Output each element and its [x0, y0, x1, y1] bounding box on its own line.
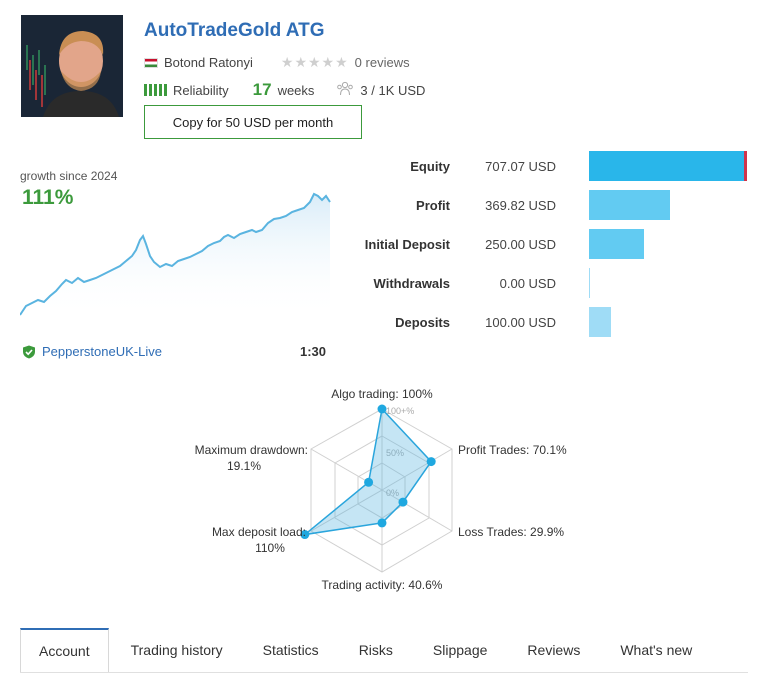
growth-chart[interactable] — [20, 188, 332, 318]
growth-area — [20, 194, 330, 318]
author-name[interactable]: Botond Ratonyi — [164, 55, 253, 70]
tab-reviews[interactable]: Reviews — [509, 628, 598, 672]
stat-value-profit: 369.82 USD — [446, 198, 556, 213]
reliability-row: Reliability 17 weeks 3 / 1K USD — [144, 80, 425, 100]
strategy-title[interactable]: AutoTradeGold ATG — [144, 20, 325, 42]
verified-shield-icon — [22, 345, 36, 359]
stat-label-equity: Equity — [300, 159, 450, 174]
rating-stars-icon: ★★★★★ — [281, 54, 349, 71]
reliability-bars-icon — [144, 84, 167, 96]
radar-point-0 — [378, 405, 387, 414]
tab-account[interactable]: Account — [20, 628, 109, 672]
tab-trading-history[interactable]: Trading history — [113, 628, 241, 672]
radar-point-5 — [364, 478, 373, 487]
stat-label-deposits: Deposits — [300, 315, 450, 330]
tab-bar: Account Trading history Statistics Risks… — [20, 628, 748, 673]
radar-chart: 100+% 50% 0% Algo trading: 100% Profit T… — [170, 380, 590, 600]
subscribers-value: 3 / 1K USD — [360, 83, 425, 98]
stat-bar-deposits — [589, 307, 611, 337]
radar-label-profit-trades: Profit Trades: 70.1% — [458, 443, 567, 457]
stat-label-initial-deposit: Initial Deposit — [300, 237, 450, 252]
radar-label-max-deposit-load: Max deposit load: — [212, 525, 306, 539]
reliability-label: Reliability — [173, 83, 229, 98]
radar-scale-100: 100+% — [386, 406, 414, 416]
tab-slippage[interactable]: Slippage — [415, 628, 506, 672]
stat-value-deposits: 100.00 USD — [446, 315, 556, 330]
stat-label-withdrawals: Withdrawals — [300, 276, 450, 291]
radar-label-max-drawdown: Maximum drawdown: — [195, 443, 308, 457]
stat-bar-withdrawals — [589, 268, 590, 298]
radar-point-1 — [427, 457, 436, 466]
stat-bar-profit — [589, 190, 670, 220]
stat-value-initial-deposit: 250.00 USD — [446, 237, 556, 252]
radar-label-trading-activity: Trading activity: 40.6% — [322, 578, 443, 592]
tab-risks[interactable]: Risks — [341, 628, 411, 672]
author-row: Botond Ratonyi ★★★★★ 0 reviews — [144, 54, 410, 71]
stat-value-equity: 707.07 USD — [446, 159, 556, 174]
radar-label-algo-trading: Algo trading: 100% — [331, 387, 433, 401]
growth-label: growth since 2024 — [20, 169, 117, 183]
radar-value-max-drawdown: 19.1% — [227, 459, 261, 473]
weeks-label: weeks — [278, 83, 315, 98]
tab-statistics[interactable]: Statistics — [245, 628, 337, 672]
stat-label-profit: Profit — [300, 198, 450, 213]
reviews-count[interactable]: 0 reviews — [355, 55, 410, 70]
radar-point-2 — [398, 498, 407, 507]
radar-value-polygon — [305, 409, 431, 535]
stat-bar-equity — [589, 151, 747, 181]
broker-name[interactable]: PepperstoneUK-Live — [42, 344, 162, 359]
broker-row[interactable]: PepperstoneUK-Live — [22, 344, 162, 359]
stat-bar-initial-deposit — [589, 229, 644, 259]
author-avatar[interactable] — [21, 15, 123, 117]
tab-whats-new[interactable]: What's new — [602, 628, 710, 672]
radar-value-max-deposit-load: 110% — [255, 541, 285, 555]
stat-value-withdrawals: 0.00 USD — [446, 276, 556, 291]
weeks-value: 17 — [253, 80, 272, 100]
radar-point-3 — [378, 518, 387, 527]
hungary-flag-icon — [144, 58, 158, 68]
copy-subscribe-button[interactable]: Copy for 50 USD per month — [144, 105, 362, 139]
leverage-value: 1:30 — [300, 344, 326, 359]
radar-label-loss-trades: Loss Trades: 29.9% — [458, 525, 564, 539]
subscribers-icon — [336, 81, 354, 100]
